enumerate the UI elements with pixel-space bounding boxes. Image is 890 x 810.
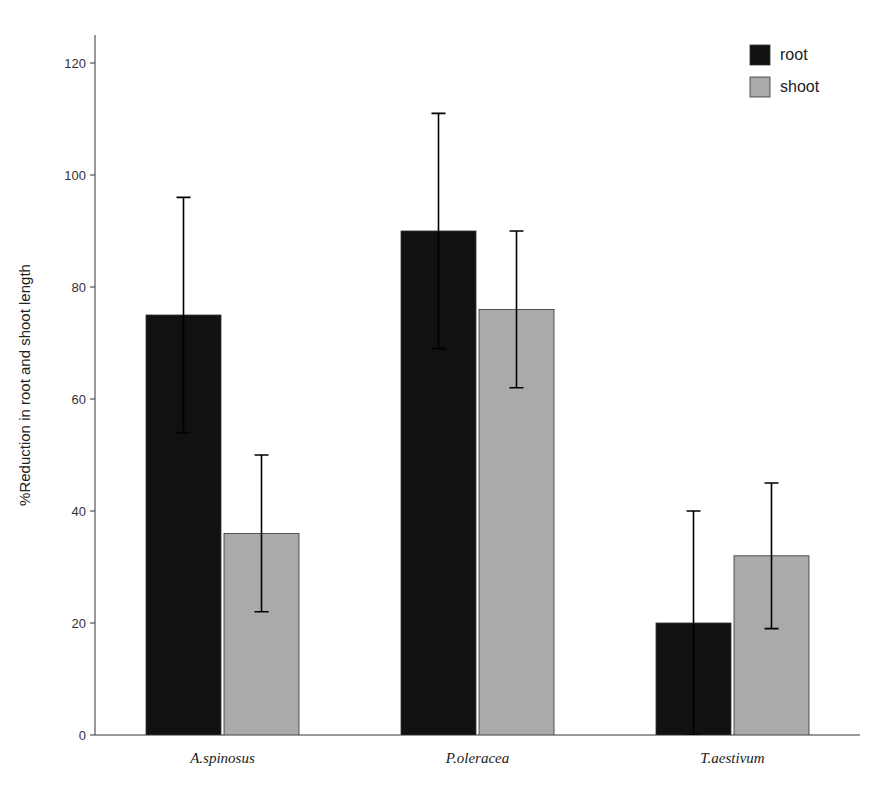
x-tick-label: T.aestivum <box>700 750 764 766</box>
chart-container: 0 20 40 60 80 100 120 %Reduction in root and sh… <box>0 0 890 810</box>
error-bar <box>765 483 779 629</box>
error-bar <box>255 455 269 612</box>
x-tick-label: P.oleracea <box>445 750 509 766</box>
legend-label: shoot <box>780 78 820 95</box>
y-tick <box>90 175 95 176</box>
bars <box>146 113 809 735</box>
y-tick <box>90 511 95 512</box>
y-tick-label: 100 <box>64 168 86 183</box>
legend: root shoot <box>750 45 820 97</box>
y-tick-label: 120 <box>64 56 86 71</box>
y-tick-label: 80 <box>72 280 86 295</box>
x-tick-label: A.spinosus <box>189 750 255 766</box>
error-bar <box>510 231 524 388</box>
y-tick-label: 20 <box>72 616 86 631</box>
y-tick-label: 0 <box>79 728 86 743</box>
legend-swatch <box>750 77 770 97</box>
y-axis-label: %Reduction in root and shoot length <box>16 264 33 506</box>
y-tick <box>90 623 95 624</box>
series <box>146 113 731 735</box>
y-tick <box>90 399 95 400</box>
y-tick <box>90 735 95 736</box>
y-tick <box>90 287 95 288</box>
legend-swatch <box>750 45 770 65</box>
error-bar <box>177 197 191 432</box>
y-axis-line <box>95 35 96 735</box>
legend-label: root <box>780 46 808 63</box>
y-tick-label: 40 <box>72 504 86 519</box>
series <box>224 231 809 735</box>
y-axis: 0 20 40 60 80 100 120 <box>64 35 95 743</box>
error-bar <box>432 113 446 348</box>
y-tick-label: 60 <box>72 392 86 407</box>
x-axis: A.spinosus P.oleracea T.aestivum <box>95 735 860 766</box>
chart: 0 20 40 60 80 100 120 %Reduction in root and sh… <box>0 0 890 810</box>
error-bar <box>687 511 701 735</box>
y-tick <box>90 63 95 64</box>
